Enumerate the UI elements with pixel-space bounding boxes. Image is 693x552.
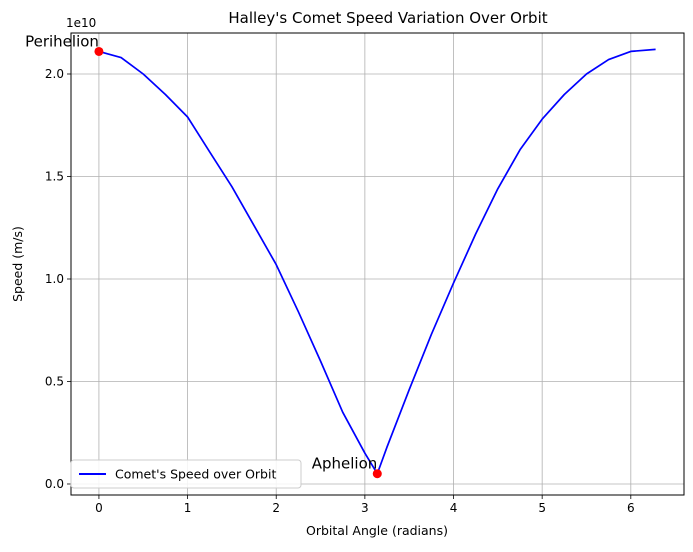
point-marker xyxy=(372,469,382,479)
legend-label: Comet's Speed over Orbit xyxy=(115,467,276,482)
x-tick-label: 4 xyxy=(450,501,458,515)
x-tick-label: 5 xyxy=(538,501,546,515)
x-tick-label: 3 xyxy=(361,501,369,515)
y-axis-offset-label: 1e10 xyxy=(66,16,96,30)
x-tick-label: 0 xyxy=(95,501,103,515)
y-tick-label: 0.0 xyxy=(45,477,64,491)
y-tick-label: 2.0 xyxy=(45,67,64,81)
y-tick-label: 1.0 xyxy=(45,272,64,286)
x-axis-label: Orbital Angle (radians) xyxy=(306,523,448,538)
y-tick-label: 0.5 xyxy=(45,374,64,388)
y-axis-label: Speed (m/s) xyxy=(10,226,25,302)
y-tick-label: 1.5 xyxy=(45,169,64,183)
point-marker xyxy=(94,46,104,56)
point-annotation: Perihelion xyxy=(25,32,99,50)
plot-frame xyxy=(70,32,685,496)
x-tick-label: 6 xyxy=(627,501,635,515)
x-tick-label: 1 xyxy=(184,501,192,515)
axis-ticks: 0 1 2 3 4 5 6 0.0 0.5 1.0 1.5 2.0 xyxy=(45,67,635,515)
legend-box xyxy=(70,459,302,489)
highlight-points: Perihelion Aphelion xyxy=(25,32,382,479)
x-tick-label: 2 xyxy=(272,501,280,515)
legend: Comet's Speed over Orbit xyxy=(70,459,302,489)
point-annotation: Aphelion xyxy=(312,455,378,473)
chart-title: Halley's Comet Speed Variation Over Orbi… xyxy=(228,9,547,27)
